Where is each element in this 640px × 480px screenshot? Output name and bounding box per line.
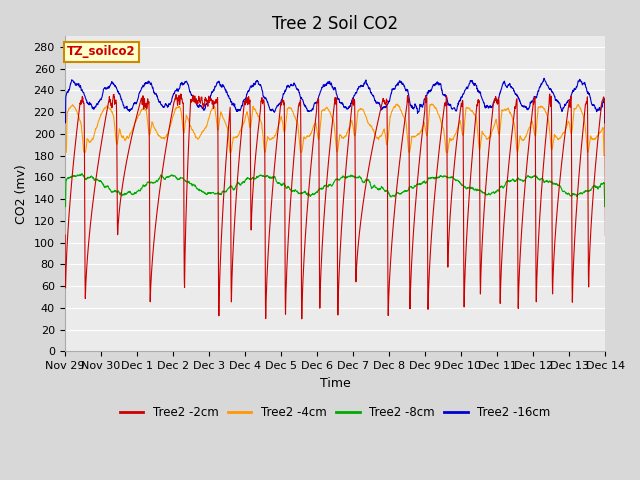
Text: TZ_soilco2: TZ_soilco2 [67,46,136,59]
X-axis label: Time: Time [319,377,350,390]
Legend: Tree2 -2cm, Tree2 -4cm, Tree2 -8cm, Tree2 -16cm: Tree2 -2cm, Tree2 -4cm, Tree2 -8cm, Tree… [115,401,555,424]
Y-axis label: CO2 (mv): CO2 (mv) [15,164,28,224]
Title: Tree 2 Soil CO2: Tree 2 Soil CO2 [272,15,398,33]
